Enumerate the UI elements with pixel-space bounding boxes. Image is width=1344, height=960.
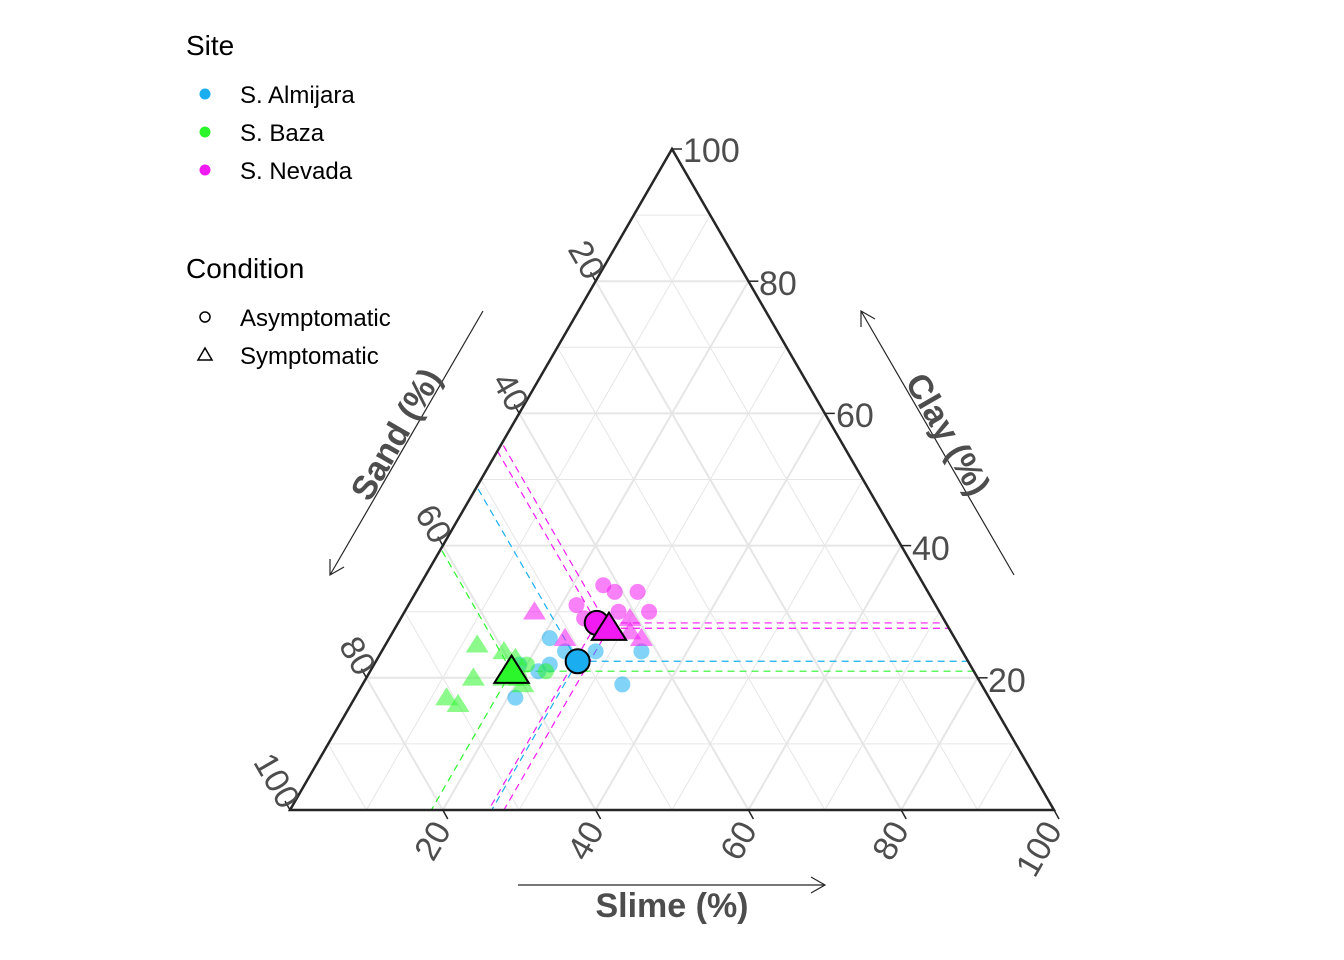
legend-label-almijara: S. Almijara (240, 82, 355, 109)
data-point (507, 689, 524, 706)
clay-tick-20: 20 (988, 662, 1026, 700)
grid-line-slime (824, 611, 940, 811)
grid-line-sand (480, 479, 673, 811)
clay-tick-40: 40 (912, 530, 950, 568)
legend-site-title: Site (186, 30, 234, 61)
mean-guide-line (503, 627, 610, 811)
sand-tick-mark (437, 536, 444, 546)
grid-line-sand (327, 743, 367, 811)
sand-tick-mark (513, 404, 520, 414)
mean-guide-line (476, 486, 579, 662)
data-point (461, 667, 485, 686)
slime-tick-40: 40 (560, 815, 612, 867)
grid-line-slime (365, 214, 711, 811)
sand-tick-80: 80 (331, 630, 383, 682)
grid-line-sand (633, 214, 979, 811)
clay-tick-80: 80 (759, 265, 797, 303)
sand-tick-mark (360, 668, 368, 679)
legend-key-symptomatic-triangle-icon (196, 346, 214, 361)
legend-key-almijara (199, 88, 211, 100)
mean-points (492, 609, 628, 684)
data-point (537, 663, 554, 680)
clay-tick-60: 60 (836, 397, 874, 435)
grid-line-slime (977, 743, 1017, 811)
grid-line-slime (518, 347, 788, 811)
slime-axis-title: Slime (%) (595, 887, 748, 925)
legend-label-nevada: S. Nevada (240, 158, 353, 185)
data-point (633, 643, 650, 660)
slime-tick-labels: 20 40 60 80 100 (407, 815, 1070, 883)
mean-point (492, 653, 531, 684)
data-point (553, 627, 577, 646)
data-point (629, 583, 646, 600)
sand-tick-60: 60 (407, 498, 459, 550)
clay-tick-labels: 20 40 60 80 100 (683, 132, 1026, 700)
clay-axis-title: Clay (%) (898, 367, 998, 502)
grid-line-slime (747, 545, 903, 811)
legend-key-asymptomatic-circle-icon (199, 311, 211, 323)
data-point (587, 643, 604, 660)
sand-tick-100: 100 (246, 747, 307, 815)
grid-line-sand (556, 347, 826, 811)
legend-key-baza (199, 126, 211, 138)
data-point (435, 687, 459, 706)
data-point (465, 634, 489, 653)
data-point (492, 640, 516, 660)
data-point (614, 676, 631, 693)
mean-guide-line (430, 670, 513, 811)
grid-line-slime (671, 479, 864, 811)
axis-arrows (329, 309, 1015, 894)
legend-label-asymptomatic: Asymptomatic (240, 305, 391, 332)
sand-arrow (329, 310, 484, 577)
mean-point (564, 648, 591, 675)
clay-arrow (860, 309, 1015, 576)
data-points (435, 577, 658, 713)
legend-label-baza: S. Baza (240, 120, 325, 147)
slime-tick-60: 60 (713, 815, 765, 867)
data-point (610, 603, 627, 620)
data-point (630, 627, 653, 646)
data-point (518, 656, 535, 673)
sand-tick-20: 20 (560, 234, 612, 286)
slime-tick-mark (442, 809, 449, 820)
legend-key-nevada (199, 164, 211, 176)
mean-guide-line (501, 442, 610, 629)
sand-tick-40: 40 (484, 366, 536, 418)
slime-tick-mark (594, 809, 602, 820)
mean-guide-lines (430, 442, 974, 811)
grid-line-slime (900, 677, 979, 811)
grid-line-sand (365, 677, 444, 811)
legend-label-symptomatic: Symptomatic (240, 343, 379, 370)
ternary-triangle (287, 146, 1057, 812)
data-point (523, 601, 546, 620)
legend-condition-title: Condition (186, 253, 304, 284)
mean-point (590, 610, 628, 641)
slime-tick-mark (1053, 809, 1060, 820)
tick-marks (284, 148, 1060, 820)
slime-tick-mark (747, 809, 755, 820)
data-point (568, 597, 585, 614)
data-point (446, 693, 470, 713)
sand-axis-title: Sand (%) (344, 362, 450, 507)
legend: Site S. Almijara S. Baza S. Nevada Condi… (186, 30, 391, 370)
slime-tick-100: 100 (1009, 815, 1070, 883)
sand-tick-mark (589, 271, 597, 282)
data-point (606, 583, 623, 600)
slime-arrow (518, 876, 827, 894)
data-point (618, 621, 642, 640)
mean-guide-line (496, 450, 598, 624)
data-point (641, 603, 658, 620)
mean-guide-line (491, 660, 579, 811)
data-point (541, 630, 558, 647)
slime-tick-mark (900, 809, 907, 820)
sand-tick-mark (284, 800, 291, 811)
slime-tick-20: 20 (407, 815, 459, 867)
slime-tick-80: 80 (865, 815, 917, 867)
data-point (618, 607, 642, 627)
clay-tick-100: 100 (683, 132, 740, 170)
